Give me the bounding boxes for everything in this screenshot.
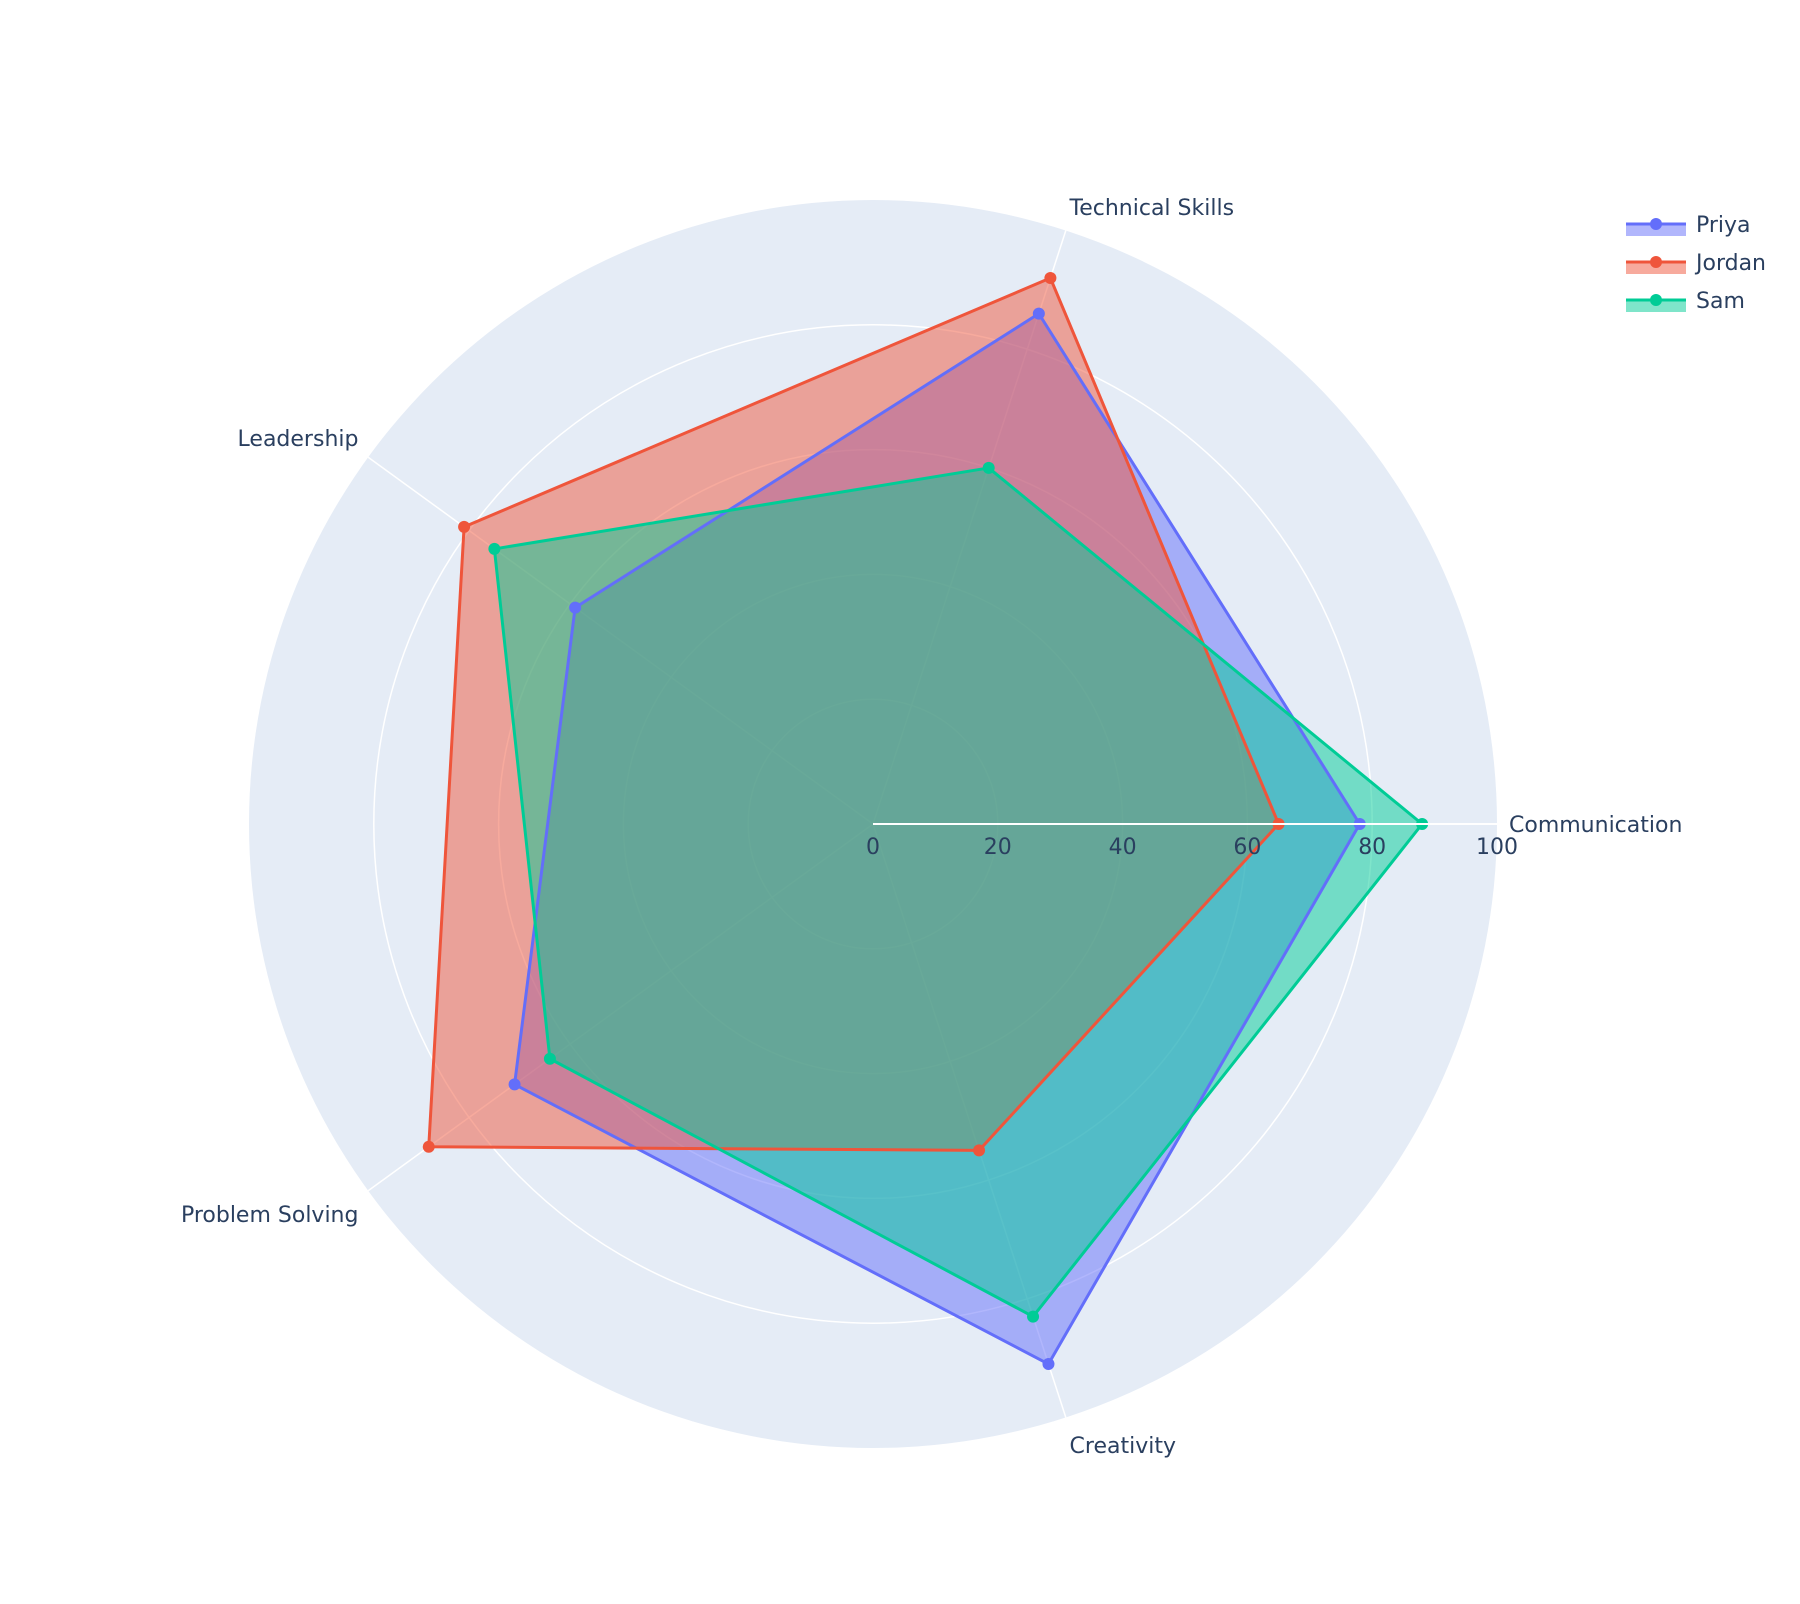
category-label-creativity: Creativity <box>1070 1434 1176 1459</box>
data-point-sam-4 <box>1027 1310 1040 1323</box>
data-point-priya-4 <box>1042 1358 1055 1371</box>
category-label-problem-solving: Problem Solving <box>181 1203 359 1228</box>
radial-tick-label-0: 0 <box>866 835 880 860</box>
radial-tick-label-60: 60 <box>1233 835 1261 860</box>
data-point-sam-2 <box>488 542 501 555</box>
data-point-jordan-2 <box>458 520 471 533</box>
series-line-priya <box>513 312 1362 1366</box>
data-point-sam-1 <box>982 461 995 474</box>
legend-label-sam: Sam <box>1696 289 1745 314</box>
radial-tick-label-20: 20 <box>984 835 1012 860</box>
data-point-priya-3 <box>508 1078 521 1091</box>
series-area <box>422 272 1429 1371</box>
legend-marker-sam <box>1650 294 1662 306</box>
series-line-jordan <box>427 276 1281 1152</box>
data-point-priya-2 <box>569 601 582 614</box>
legend-item-priya[interactable]: Priya <box>1626 213 1751 238</box>
data-point-priya-1 <box>1032 307 1045 320</box>
category-label-technical-skills: Technical Skills <box>1069 196 1235 221</box>
category-label-leadership: Leadership <box>238 427 359 452</box>
category-label-communication: Communication <box>1509 813 1682 838</box>
legend-item-sam[interactable]: Sam <box>1626 289 1745 314</box>
legend-marker-priya <box>1650 218 1662 230</box>
legend-label-jordan: Jordan <box>1694 251 1766 276</box>
radial-tick-labels: 0 20 40 60 80 100 <box>866 823 1518 860</box>
data-point-sam-3 <box>543 1052 556 1065</box>
radial-tick-label-40: 40 <box>1109 835 1137 860</box>
legend-label-priya: Priya <box>1696 213 1751 238</box>
radial-tick-label-80: 80 <box>1358 835 1386 860</box>
data-point-jordan-3 <box>422 1140 435 1153</box>
data-point-jordan-4 <box>973 1144 986 1157</box>
category-labels: Communication Technical Skills Leadership P… <box>181 196 1682 1459</box>
series-area-sam <box>494 467 1423 1317</box>
legend-marker-jordan <box>1650 256 1662 268</box>
legend[interactable]: Priya Jordan Sam <box>1626 213 1766 314</box>
radial-tick-label-100: 100 <box>1476 835 1518 860</box>
series-line-sam <box>492 466 1424 1319</box>
data-point-jordan-1 <box>1044 272 1057 285</box>
legend-item-jordan[interactable]: Jordan <box>1626 251 1766 276</box>
